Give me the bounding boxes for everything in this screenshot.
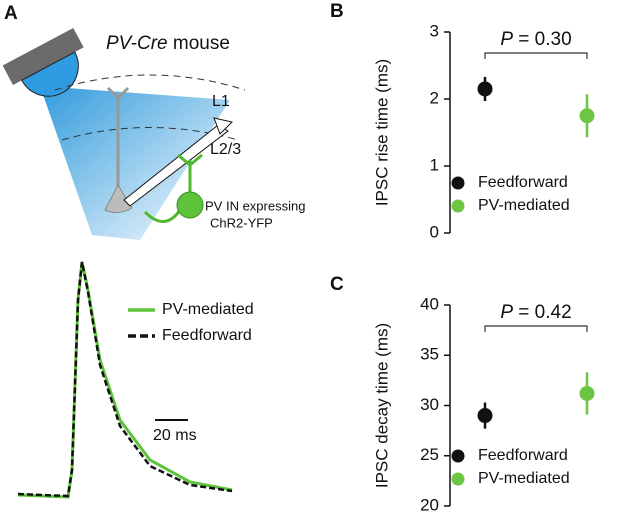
legend-label: Feedforward xyxy=(478,174,568,191)
trace xyxy=(17,261,233,499)
interneuron-process xyxy=(143,153,203,223)
y-tick-label: 30 xyxy=(420,395,439,414)
legend-marker xyxy=(451,176,465,190)
legend-marker xyxy=(451,199,465,213)
data-point xyxy=(477,81,493,97)
panel-label: B xyxy=(330,1,344,22)
p-text: = 0.42 xyxy=(513,302,572,323)
panel-label: A xyxy=(4,3,18,24)
dendrite xyxy=(106,86,130,190)
y-axis-label: IPSC rise time (ms) xyxy=(372,59,391,206)
y-tick-label: 40 xyxy=(420,294,439,313)
data-point xyxy=(579,108,595,124)
trace xyxy=(17,261,233,498)
interneuron xyxy=(176,191,204,219)
legend-label: Feedforward xyxy=(162,327,252,344)
data-point xyxy=(477,408,493,424)
y-tick-label: 0 xyxy=(430,222,439,241)
p-value: P = 0.30 xyxy=(500,29,571,50)
pipette-tip xyxy=(213,117,233,135)
layer-boundary xyxy=(54,74,246,91)
cell-label: ChR2-YFP xyxy=(210,215,273,230)
p-symbol: P xyxy=(500,302,513,323)
y-tick-label: 1 xyxy=(430,155,439,174)
legend-marker xyxy=(451,449,465,463)
y-tick-label: 25 xyxy=(420,445,439,464)
significance-bracket xyxy=(484,325,588,332)
significance-bracket xyxy=(484,52,588,59)
legend-label: PV-mediated xyxy=(478,197,570,214)
panel-a-title: PV-Cre mouse xyxy=(106,33,230,54)
pipette xyxy=(123,124,229,207)
layer-label: L1 xyxy=(212,93,230,110)
y-tick-label: 35 xyxy=(420,345,439,364)
legend-marker xyxy=(451,472,465,486)
legend-label: PV-mediated xyxy=(478,470,570,487)
light-beam xyxy=(40,86,230,240)
cell-label: PV IN expressing xyxy=(205,198,305,213)
pyramidal-neuron xyxy=(104,183,133,214)
light-source xyxy=(2,27,84,97)
layer-label: L2/3 xyxy=(210,141,241,158)
y-axis-label: IPSC decay time (ms) xyxy=(372,323,391,488)
p-symbol: P xyxy=(500,29,513,50)
p-text: = 0.30 xyxy=(513,29,572,50)
y-tick-label: 20 xyxy=(420,495,439,514)
y-tick-label: 2 xyxy=(430,88,439,107)
legend-label: PV-mediated xyxy=(162,301,254,318)
data-point xyxy=(579,385,595,401)
p-value: P = 0.42 xyxy=(500,302,571,323)
scale-bar-label: 20 ms xyxy=(153,427,197,444)
legend-label: Feedforward xyxy=(478,447,568,464)
panel-label: C xyxy=(330,274,344,295)
y-tick-label: 3 xyxy=(430,21,439,40)
